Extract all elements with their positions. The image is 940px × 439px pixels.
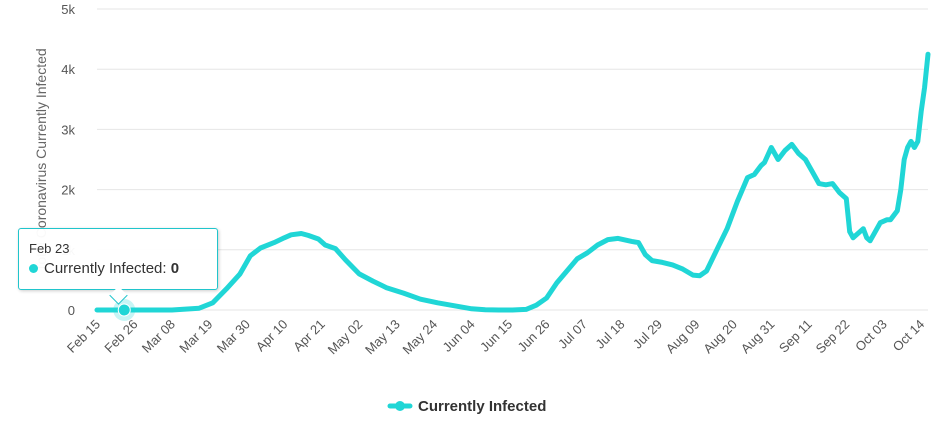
y-tick-label: 4k [61, 62, 75, 77]
x-tick-label: Jun 04 [440, 317, 478, 355]
x-tick-label: Feb 15 [64, 317, 103, 356]
x-tick-label: Mar 30 [214, 317, 253, 356]
y-axis-tick-labels: 01k2k3k4k5k [61, 2, 75, 318]
x-tick-label: Aug 31 [738, 317, 778, 357]
gridlines [97, 8, 928, 311]
tooltip-value: 0 [170, 260, 180, 277]
x-tick-label: Jul 18 [592, 317, 627, 352]
x-tick-label: Aug 09 [663, 317, 703, 357]
x-tick-label: Aug 20 [700, 317, 740, 357]
tooltip-series-dot [29, 263, 38, 273]
x-tick-label: Jul 29 [630, 317, 665, 352]
x-tick-label: May 24 [400, 317, 441, 358]
tooltip-date: Feb 23 [29, 241, 70, 256]
legend-label[interactable]: Currently Infected [418, 398, 546, 415]
x-tick-label: Apr 10 [253, 317, 291, 355]
tooltip-series-name: Currently Infected [44, 260, 163, 277]
legend-dot-marker[interactable] [395, 401, 405, 411]
tooltip: Feb 23 Currently Infected: 0 [18, 228, 218, 305]
y-tick-label: 2k [61, 183, 75, 198]
x-tick-label: Sep 22 [813, 317, 853, 357]
y-tick-label: 0 [68, 303, 75, 318]
hover-point[interactable] [117, 303, 131, 317]
legend[interactable]: Currently Infected [387, 398, 546, 415]
x-tick-label: Apr 21 [290, 317, 328, 355]
y-tick-label: 3k [61, 122, 75, 137]
y-tick-label: 5k [61, 2, 75, 17]
x-tick-label: Sep 11 [776, 317, 815, 356]
x-tick-label: Mar 19 [176, 317, 215, 356]
x-tick-label: Jul 07 [555, 317, 590, 352]
series-layer [94, 51, 931, 321]
tooltip-row: Currently Infected: 0 [29, 260, 179, 277]
x-tick-label: Jun 15 [477, 317, 515, 355]
x-tick-label: Feb 26 [101, 317, 140, 356]
y-axis-title: Total Coronavirus Currently Infected [33, 48, 49, 271]
x-tick-label: Mar 08 [139, 317, 178, 356]
x-tick-label: May 02 [325, 317, 366, 358]
series-line-currently-infected[interactable] [94, 51, 931, 313]
x-tick-label: Oct 03 [852, 317, 890, 355]
x-tick-label: Jun 26 [514, 317, 552, 355]
x-tick-label: May 13 [362, 317, 403, 358]
x-tick-label: Oct 14 [890, 317, 928, 355]
